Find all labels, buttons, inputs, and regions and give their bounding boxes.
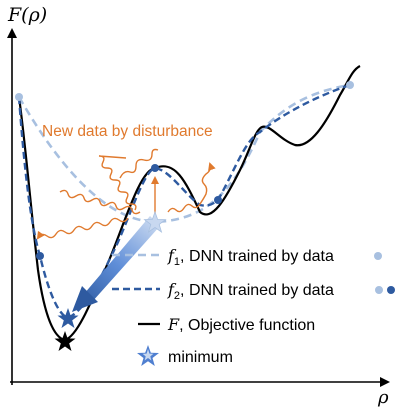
legend-text-objective: , Objective function: [179, 317, 315, 334]
star-f2-minimum: [57, 308, 79, 328]
descent-arrow: [72, 216, 160, 312]
legend-star-highlight: [142, 349, 154, 361]
data-point-left: [15, 93, 23, 101]
f1-curve: [17, 83, 351, 224]
legend-dot-f2-light: [375, 286, 383, 294]
wave-top: [119, 148, 159, 179]
star-objective-minimum: [54, 331, 76, 351]
legend-label-f1: f1, DNN trained by data: [167, 246, 334, 268]
disturbance-waves: [36, 148, 216, 240]
wave-lower-left: [36, 217, 129, 240]
legend-symbol-f2: f: [167, 280, 177, 299]
wave-right: [167, 162, 216, 213]
legend-text-f1: , DNN trained by data: [180, 248, 334, 265]
data-point-disturbed-left: [36, 252, 44, 260]
legend-symbol-objective: F: [167, 315, 180, 334]
legend-sub-f1: 1: [174, 256, 180, 268]
legend-item-objective: F, Objective function: [138, 315, 315, 334]
legend-text-f2: , DNN trained by data: [180, 282, 334, 299]
legend-symbol-f1: f: [167, 246, 177, 265]
legend-item-minimum: minimum: [137, 345, 233, 366]
wave-left: [98, 155, 137, 211]
legend-label-f2: f2, DNN trained by data: [167, 280, 334, 302]
x-axis-label: ρ: [377, 387, 389, 408]
legend-label-minimum: minimum: [168, 349, 233, 366]
legend-label-objective: F, Objective function: [167, 315, 315, 334]
legend-item-f1: f1, DNN trained by data: [112, 246, 382, 268]
legend-dot-f2-dark: [387, 286, 395, 294]
disturbance-label: New data by disturbance: [42, 123, 213, 140]
legend-dot-f1: [374, 252, 382, 260]
data-point-right: [346, 81, 354, 89]
data-point-disturbed-right: [214, 196, 222, 204]
y-axis-label: F(ρ): [7, 4, 47, 26]
star-f1-minimum: [143, 210, 167, 233]
objective-curve: [17, 65, 361, 342]
data-point-disturbed-peak: [151, 164, 159, 172]
legend-sub-f2: 2: [174, 290, 180, 302]
wave-diag-left: [59, 189, 141, 215]
legend: f1, DNN trained by data f2, DNN trained …: [112, 246, 395, 366]
legend-item-f2: f2, DNN trained by data: [112, 280, 395, 302]
